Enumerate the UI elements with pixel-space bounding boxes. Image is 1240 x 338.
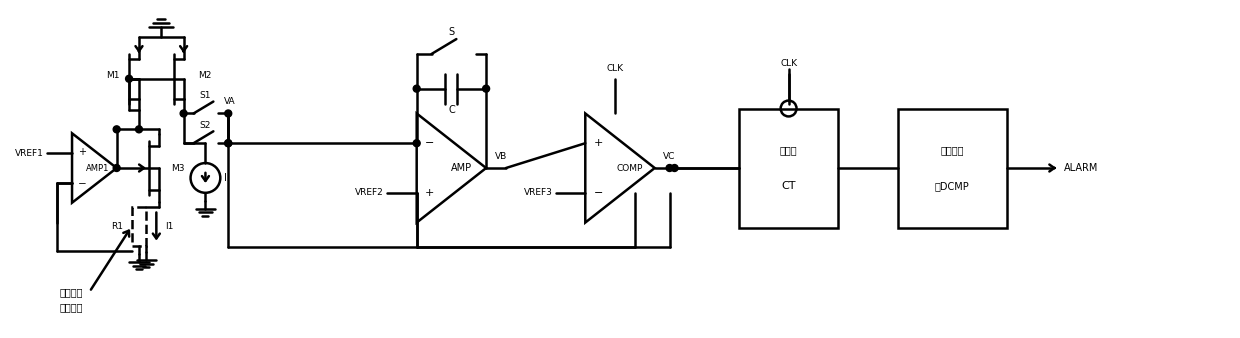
Circle shape	[125, 75, 133, 82]
Text: 器DCMP: 器DCMP	[935, 181, 970, 191]
Bar	[131, 207, 146, 246]
Text: 顶层金属: 顶层金属	[60, 287, 83, 297]
Circle shape	[224, 140, 232, 147]
Text: COMP: COMP	[616, 164, 644, 172]
Text: R1: R1	[112, 222, 124, 231]
Text: CLK: CLK	[606, 64, 624, 73]
Text: AMP: AMP	[451, 163, 472, 173]
Text: I1: I1	[165, 222, 174, 231]
Bar	[898, 108, 1007, 227]
Text: VA: VA	[224, 97, 236, 106]
Circle shape	[671, 165, 678, 171]
Text: VC: VC	[663, 152, 676, 161]
Text: M3: M3	[171, 164, 185, 172]
Text: VREF2: VREF2	[355, 188, 384, 197]
Text: ALARM: ALARM	[1064, 163, 1099, 173]
Circle shape	[413, 85, 420, 92]
Circle shape	[482, 85, 490, 92]
Text: VB: VB	[495, 152, 507, 161]
Text: 数字比较: 数字比较	[940, 145, 963, 155]
Text: VREF3: VREF3	[523, 188, 553, 197]
Text: M1: M1	[105, 71, 119, 80]
Circle shape	[413, 140, 420, 147]
Text: −: −	[78, 179, 87, 189]
Text: 等效电阻: 等效电阻	[60, 302, 83, 312]
Text: CT: CT	[781, 181, 796, 191]
Text: −: −	[594, 188, 603, 198]
Text: M2: M2	[198, 71, 212, 80]
Text: VREF1: VREF1	[15, 149, 45, 158]
Circle shape	[113, 126, 120, 133]
Text: S: S	[449, 27, 454, 37]
Circle shape	[135, 126, 143, 133]
Text: AMP1: AMP1	[86, 164, 109, 172]
Circle shape	[224, 110, 232, 117]
Text: CLK: CLK	[780, 59, 797, 68]
Circle shape	[180, 110, 187, 117]
Text: −: −	[425, 138, 434, 148]
Text: I: I	[224, 173, 227, 183]
Text: S1: S1	[200, 91, 211, 100]
Text: +: +	[78, 147, 87, 157]
Text: C: C	[448, 105, 455, 116]
Text: 计数器: 计数器	[780, 145, 797, 155]
Text: +: +	[425, 188, 434, 198]
Text: S2: S2	[200, 121, 211, 130]
Circle shape	[113, 165, 120, 171]
Circle shape	[224, 140, 232, 147]
Bar	[739, 108, 838, 227]
Circle shape	[666, 165, 673, 171]
Text: +: +	[594, 138, 603, 148]
